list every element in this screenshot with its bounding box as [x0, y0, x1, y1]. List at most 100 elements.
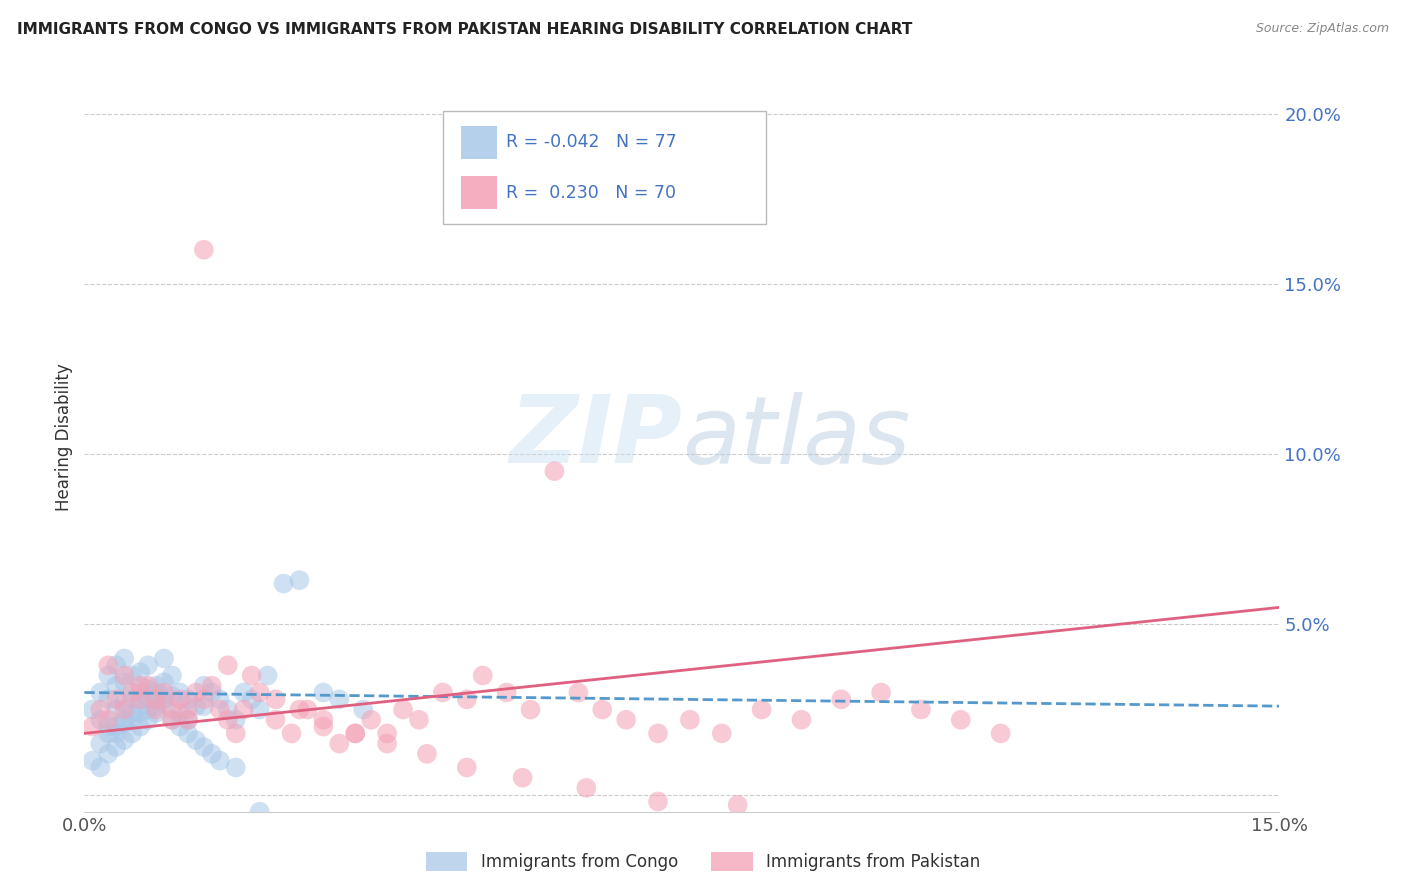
Point [97, 747, 120, 761]
Point [360, 713, 382, 727]
Point [256, 668, 278, 682]
Text: IMMIGRANTS FROM CONGO VS IMMIGRANTS FROM PAKISTAN HEARING DISABILITY CORRELATION: IMMIGRANTS FROM CONGO VS IMMIGRANTS FROM… [17, 22, 912, 37]
Point [217, 658, 239, 673]
Point [288, 702, 311, 716]
Point [495, 685, 517, 699]
Point [129, 665, 152, 679]
Point [97, 658, 120, 673]
Point [89, 702, 111, 716]
Point [392, 702, 415, 716]
Text: R = -0.042   N = 77: R = -0.042 N = 77 [506, 134, 676, 152]
Point [225, 713, 247, 727]
Point [105, 739, 128, 754]
Point [193, 699, 215, 714]
Point [121, 692, 143, 706]
Point [105, 720, 128, 734]
Point [232, 685, 254, 699]
Point [169, 685, 191, 699]
Point [297, 702, 319, 716]
Point [89, 713, 111, 727]
Point [105, 692, 128, 706]
Point [121, 685, 143, 699]
Point [112, 675, 135, 690]
Text: Source: ZipAtlas.com: Source: ZipAtlas.com [1256, 22, 1389, 36]
Point [89, 737, 111, 751]
Point [264, 713, 287, 727]
Point [112, 716, 135, 731]
Point [97, 668, 120, 682]
Point [129, 706, 152, 720]
Point [471, 668, 494, 682]
Point [160, 689, 183, 703]
Text: R =  0.230   N = 70: R = 0.230 N = 70 [506, 184, 676, 202]
Point [328, 692, 350, 706]
Point [225, 760, 247, 774]
Point [193, 692, 215, 706]
Point [145, 692, 167, 706]
Point [949, 713, 972, 727]
Point [710, 726, 733, 740]
Point [153, 696, 176, 710]
Point [153, 692, 176, 706]
Point [249, 702, 271, 716]
Point [344, 726, 367, 740]
Point [193, 679, 215, 693]
Point [177, 702, 200, 716]
Legend: Immigrants from Congo, Immigrants from Pakistan: Immigrants from Congo, Immigrants from P… [418, 843, 988, 880]
Point [82, 702, 104, 716]
Point [264, 692, 287, 706]
Point [830, 692, 852, 706]
Point [169, 706, 191, 720]
Point [136, 702, 159, 716]
Point [375, 737, 398, 751]
Point [112, 668, 135, 682]
Point [160, 702, 183, 716]
Point [112, 651, 135, 665]
FancyBboxPatch shape [461, 126, 496, 159]
Point [910, 702, 932, 716]
Point [112, 713, 135, 727]
Point [312, 685, 335, 699]
Point [97, 726, 120, 740]
Point [121, 706, 143, 720]
Point [177, 726, 200, 740]
Point [408, 713, 430, 727]
Point [456, 760, 478, 774]
Point [169, 692, 191, 706]
Point [328, 737, 350, 751]
Point [591, 702, 613, 716]
Point [288, 573, 311, 587]
Point [543, 464, 565, 478]
Point [105, 702, 128, 716]
Point [679, 713, 702, 727]
Point [280, 726, 302, 740]
Point [82, 754, 104, 768]
Point [136, 692, 159, 706]
Point [169, 720, 191, 734]
Point [112, 696, 135, 710]
Point [614, 713, 637, 727]
Point [177, 713, 200, 727]
Point [129, 699, 152, 714]
Point [136, 713, 159, 727]
Point [145, 685, 167, 699]
Point [240, 692, 263, 706]
Point [105, 658, 128, 673]
Point [129, 720, 152, 734]
Point [567, 685, 589, 699]
Point [82, 720, 104, 734]
Point [249, 685, 271, 699]
Point [129, 692, 152, 706]
Point [208, 692, 231, 706]
Point [232, 702, 254, 716]
Point [105, 726, 128, 740]
Point [208, 754, 231, 768]
Point [240, 668, 263, 682]
Point [201, 747, 224, 761]
Point [129, 685, 152, 699]
Point [456, 692, 478, 706]
Point [145, 702, 167, 716]
Point [201, 679, 224, 693]
Point [105, 679, 128, 693]
Point [160, 713, 183, 727]
